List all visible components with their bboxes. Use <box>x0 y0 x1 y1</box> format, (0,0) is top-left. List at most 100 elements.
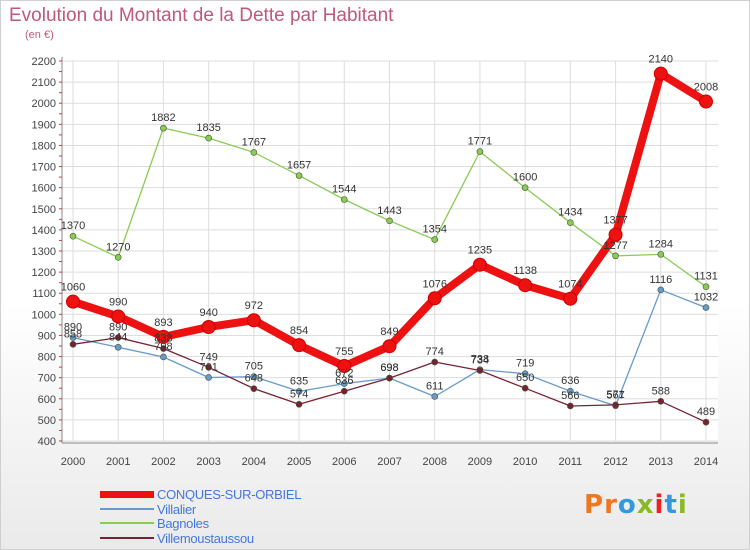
data-label-villemoustaussou: 566 <box>561 390 579 402</box>
series-lines <box>66 66 713 426</box>
data-point-villemoustaussou <box>114 334 122 341</box>
data-label-bagnoles: 1443 <box>377 205 401 217</box>
legend-label-villemoustaussou: Villemoustaussou <box>157 530 254 546</box>
legend-item-villalier: Villalier <box>100 501 196 517</box>
data-point-conques-sur-orbiel <box>111 309 126 324</box>
y-tick-label: 1600 <box>32 183 56 195</box>
data-point-conques-sur-orbiel <box>246 313 261 328</box>
data-point-conques-sur-orbiel <box>653 66 668 81</box>
x-tick-label: 2006 <box>332 456 356 468</box>
data-label-bagnoles: 1657 <box>287 160 311 172</box>
data-label-conques-sur-orbiel: 2140 <box>649 54 673 66</box>
data-label-villalier: 1116 <box>649 274 672 286</box>
data-point-conques-sur-orbiel <box>427 291 442 306</box>
data-label-bagnoles: 1354 <box>422 224 446 236</box>
data-point-bagnoles <box>612 252 619 260</box>
data-point-villalier <box>114 343 122 351</box>
legend-swatch-villemoustaussou <box>100 537 154 539</box>
data-label-bagnoles: 1882 <box>151 112 175 124</box>
data-point-villalier <box>69 334 77 341</box>
data-label-villalier: 844 <box>109 331 127 343</box>
data-point-villemoustaussou <box>431 358 439 366</box>
data-label-villalier: 705 <box>245 361 263 373</box>
data-point-bagnoles <box>295 172 303 179</box>
y-tick-label: 500 <box>38 415 56 427</box>
y-tick-label: 2100 <box>32 77 56 89</box>
y-tick-label: 1900 <box>32 119 56 131</box>
x-tick-label: 2010 <box>513 456 537 468</box>
data-point-villalier <box>702 304 710 311</box>
y-tick-label: 1000 <box>32 309 56 321</box>
data-point-bagnoles <box>340 196 348 203</box>
data-label-conques-sur-orbiel: 1060 <box>61 282 85 294</box>
data-label-bagnoles: 1131 <box>694 271 718 283</box>
legend-item-bagnoles: Bagnoles <box>100 515 209 531</box>
data-point-conques-sur-orbiel <box>292 338 307 353</box>
data-label-bagnoles: 1767 <box>242 136 266 148</box>
x-tick-label: 2004 <box>242 456 266 468</box>
data-label-villalier: 719 <box>516 358 534 370</box>
data-point-villalier <box>295 388 303 395</box>
x-tick-label: 2000 <box>61 456 85 468</box>
data-label-villalier: 672 <box>335 368 353 380</box>
data-point-villemoustaussou <box>657 398 665 405</box>
data-label-bagnoles: 1270 <box>106 241 130 253</box>
y-tick-label: 2000 <box>32 98 56 110</box>
data-point-conques-sur-orbiel <box>337 359 352 374</box>
data-label-bagnoles: 1835 <box>196 122 220 134</box>
data-label-bagnoles: 1370 <box>61 220 85 232</box>
x-tick-label: 2013 <box>649 456 673 468</box>
data-label-villemoustaussou: 698 <box>380 362 398 374</box>
data-label-villalier: 636 <box>561 375 579 387</box>
data-label-villemoustaussou: 858 <box>64 328 82 340</box>
legend-item-villemoustaussou: Villemoustaussou <box>100 530 254 546</box>
data-label-villalier: 798 <box>154 341 172 353</box>
data-point-conques-sur-orbiel <box>201 320 216 334</box>
data-point-villalier <box>431 393 439 400</box>
data-label-bagnoles: 1544 <box>332 183 356 195</box>
data-point-conques-sur-orbiel <box>472 257 487 272</box>
data-point-bagnoles <box>657 251 665 258</box>
data-point-villalier <box>250 373 258 380</box>
y-tick-label: 1300 <box>32 246 56 258</box>
x-tick-label: 2011 <box>559 456 583 468</box>
data-point-villalier <box>340 380 348 387</box>
data-label-conques-sur-orbiel: 972 <box>245 300 263 312</box>
data-label-bagnoles: 1284 <box>649 238 673 250</box>
data-point-bagnoles <box>431 236 439 243</box>
data-label-villemoustaussou: 574 <box>290 388 308 400</box>
data-label-conques-sur-orbiel: 1074 <box>558 279 582 291</box>
chart-title: Evolution du Montant de la Dette par Hab… <box>9 5 394 26</box>
data-point-bagnoles <box>386 217 393 225</box>
data-label-bagnoles: 1277 <box>603 240 627 252</box>
data-label-villalier: 738 <box>471 354 489 366</box>
x-tick-label: 2001 <box>106 456 130 468</box>
data-point-villalier <box>657 286 665 294</box>
data-label-villalier: 698 <box>380 362 398 374</box>
y-tick-label: 700 <box>38 373 56 385</box>
data-label-villemoustaussou: 890 <box>109 322 127 334</box>
data-point-villemoustaussou <box>69 341 77 348</box>
legend-swatch-bagnoles <box>100 522 154 524</box>
data-label-conques-sur-orbiel: 1377 <box>603 215 627 227</box>
legend-label-villalier: Villalier <box>157 501 196 517</box>
logo-letter: P <box>584 490 605 520</box>
logo-letter: x <box>636 490 655 520</box>
data-point-villemoustaussou <box>702 418 710 426</box>
legend-label-bagnoles: Bagnoles <box>157 515 209 531</box>
data-point-villemoustaussou <box>386 374 393 382</box>
data-point-villemoustaussou <box>521 384 529 392</box>
data-point-bagnoles <box>250 149 258 156</box>
data-label-conques-sur-orbiel: 2008 <box>694 82 718 94</box>
data-label-villemoustaussou: 588 <box>652 385 670 397</box>
data-label-conques-sur-orbiel: 1138 <box>513 265 537 277</box>
x-tick-label: 2012 <box>603 456 627 468</box>
y-tick-label: 1200 <box>32 267 56 279</box>
y-tick-label: 1500 <box>32 204 56 216</box>
data-label-villemoustaussou: 774 <box>426 346 444 358</box>
data-point-bagnoles <box>69 232 77 240</box>
data-label-conques-sur-orbiel: 1235 <box>468 245 492 257</box>
y-tick-label: 1800 <box>32 140 56 152</box>
data-point-villemoustaussou <box>476 367 484 374</box>
